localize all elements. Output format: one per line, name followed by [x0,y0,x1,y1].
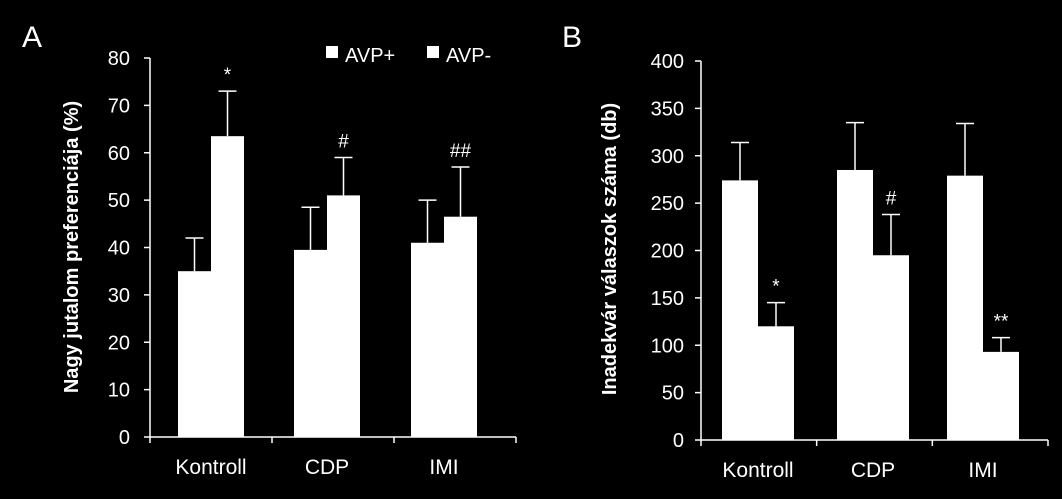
bar-avp-plus-kontroll [722,180,758,440]
y-axis-label-a: Nagy jutalom preferenciája (%) [61,101,83,393]
y-axis-label-b: Inadekvár válaszok száma (db) [599,103,621,395]
x-tick-label: Kontroll [722,459,793,482]
bar-avp-plus-cdp [294,249,327,437]
y-tick-label: 80 [108,48,130,70]
significance-marker: ** [994,312,1009,333]
bar-avp-minus-cdp [873,255,909,440]
legend-label-avp-minus: AVP- [446,45,491,67]
y-tick-label: 0 [673,430,684,452]
y-tick-label: 10 [108,380,130,402]
y-tick-label: 400 [651,51,684,73]
y-tick-label: 0 [119,427,130,449]
bar-avp-plus-imi [411,242,444,437]
bar-avp-minus-kontroll [211,136,244,437]
y-tick-label: 100 [651,335,684,357]
x-tick-label: Kontroll [175,456,246,479]
y-tick-label: 150 [651,288,684,310]
y-tick-label: 30 [108,285,130,307]
x-tick-label: CDP [851,459,895,482]
y-tick-label: 300 [651,146,684,168]
significance-marker: * [772,277,780,298]
bar-avp-minus-cdp [327,195,360,437]
y-tick-label: 50 [108,190,130,212]
panel-label-b: B [562,21,582,54]
y-tick-label: 50 [662,383,684,405]
legend-a: AVP+ AVP- [326,45,491,67]
legend-swatch-avp-minus [427,46,439,58]
legend-swatch-avp-plus [326,46,338,58]
x-tick-label: CDP [305,456,349,479]
significance-marker: * [224,65,232,86]
y-tick-label: 200 [651,241,684,263]
panel-b: B Inadekvár válaszok száma (db) 0 50 100 15… [562,21,1049,482]
y-tick-label: 20 [108,332,130,354]
panel-label-a: A [22,21,42,54]
y-tick-label: 250 [651,193,684,215]
y-tick-label: 60 [108,143,130,165]
y-tick-label: 70 [108,95,130,117]
bar-avp-plus-cdp [837,169,873,440]
y-tick-label: 350 [651,98,684,120]
y-tick-label: 40 [108,238,130,260]
significance-marker: # [886,188,897,209]
x-tick-label: IMI [968,459,997,482]
bar-avp-plus-kontroll [178,271,211,437]
panel-a: A Nagy jutalom preferenciája (%) AVP+ AV… [22,21,517,479]
legend-label-avp-plus: AVP+ [345,45,395,67]
x-tick-label: IMI [429,456,458,479]
bar-avp-minus-imi [983,351,1019,440]
significance-marker: # [338,131,349,152]
significance-marker: ## [450,141,472,162]
bar-avp-plus-imi [947,175,983,440]
bar-avp-minus-imi [444,216,477,437]
bar-avp-minus-kontroll [758,326,794,440]
